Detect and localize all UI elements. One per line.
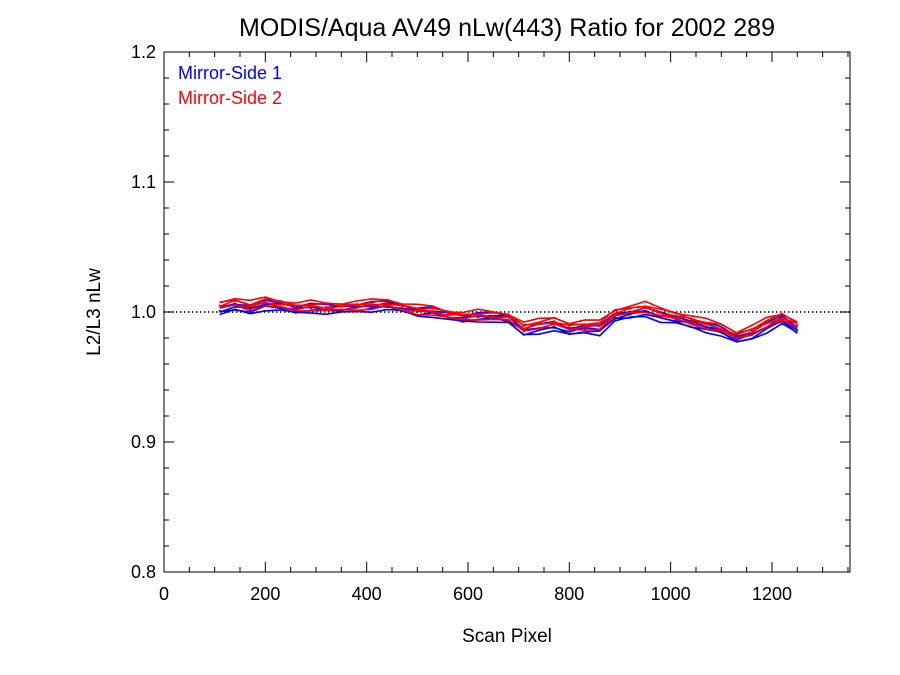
data-point [750, 329, 753, 332]
chart-title: MODIS/Aqua AV49 nLw(443) Ratio for 2002 … [239, 14, 775, 42]
data-point [233, 305, 236, 308]
data-point [629, 308, 632, 311]
x-tick-label: 1000 [651, 584, 691, 604]
data-point [583, 324, 586, 326]
y-tick-label: 1.1 [131, 172, 156, 192]
data-point [309, 307, 312, 310]
x-axis-label: Scan Pixel [462, 626, 552, 647]
data-point [461, 314, 464, 317]
data-series [218, 296, 799, 343]
data-point [279, 303, 282, 306]
data-point [249, 304, 252, 307]
data-point [629, 313, 632, 316]
data-point [796, 324, 799, 326]
x-tick-label: 200 [250, 584, 280, 604]
series-2 [218, 296, 799, 340]
data-point [218, 309, 221, 312]
data-point [659, 316, 662, 319]
data-point [416, 308, 419, 311]
data-point [613, 312, 616, 315]
data-point [537, 322, 540, 325]
data-point [370, 305, 373, 308]
data-point [689, 318, 692, 321]
axis-ticks: 0 200 400 600 800 1000 1200 0.8 0.9 1.0 1.1 1.2 [131, 42, 850, 604]
data-point [522, 325, 525, 328]
legend-mirror-side-2: Mirror-Side 2 [178, 88, 282, 108]
data-point [218, 304, 221, 307]
data-point [446, 313, 449, 316]
data-point [477, 313, 480, 316]
data-point [385, 301, 388, 304]
data-point [720, 326, 723, 329]
x-tick-label: 400 [352, 584, 382, 604]
data-point [553, 325, 556, 328]
data-point [705, 322, 708, 325]
y-tick-label: 1.2 [131, 42, 156, 62]
data-point [568, 330, 571, 333]
data-point [294, 305, 297, 308]
data-point [492, 314, 495, 317]
data-point [796, 329, 799, 332]
data-point [781, 316, 784, 319]
data-point [264, 300, 267, 303]
y-tick-label: 1.0 [131, 302, 156, 322]
data-point [598, 324, 601, 326]
legend-mirror-side-1: Mirror-Side 1 [178, 63, 282, 83]
data-point [431, 309, 434, 312]
legend: Mirror-Side 1 Mirror-Side 2 [178, 63, 282, 108]
data-point [355, 304, 358, 307]
data-point [309, 304, 312, 307]
x-tick-label: 0 [159, 584, 169, 604]
y-tick-label: 0.8 [131, 562, 156, 582]
data-point [765, 321, 768, 324]
data-point [674, 314, 677, 317]
data-point [233, 300, 236, 303]
data-point [401, 305, 404, 308]
data-point [340, 305, 343, 308]
data-point [644, 305, 647, 308]
data-point [325, 305, 328, 308]
x-tick-label: 1200 [752, 584, 792, 604]
data-point [553, 320, 556, 323]
x-tick-label: 600 [453, 584, 483, 604]
series-line [219, 296, 798, 334]
series-line [219, 303, 798, 339]
x-tick-label: 800 [554, 584, 584, 604]
data-point [477, 316, 480, 319]
data-point [568, 325, 571, 328]
data-point [370, 303, 373, 306]
data-point [507, 316, 510, 319]
plot-frame [163, 51, 851, 573]
y-tick-label: 0.9 [131, 432, 156, 452]
y-axis-label: L2/L3 nLw [84, 268, 105, 356]
data-point [659, 311, 662, 313]
data-point [735, 334, 738, 337]
